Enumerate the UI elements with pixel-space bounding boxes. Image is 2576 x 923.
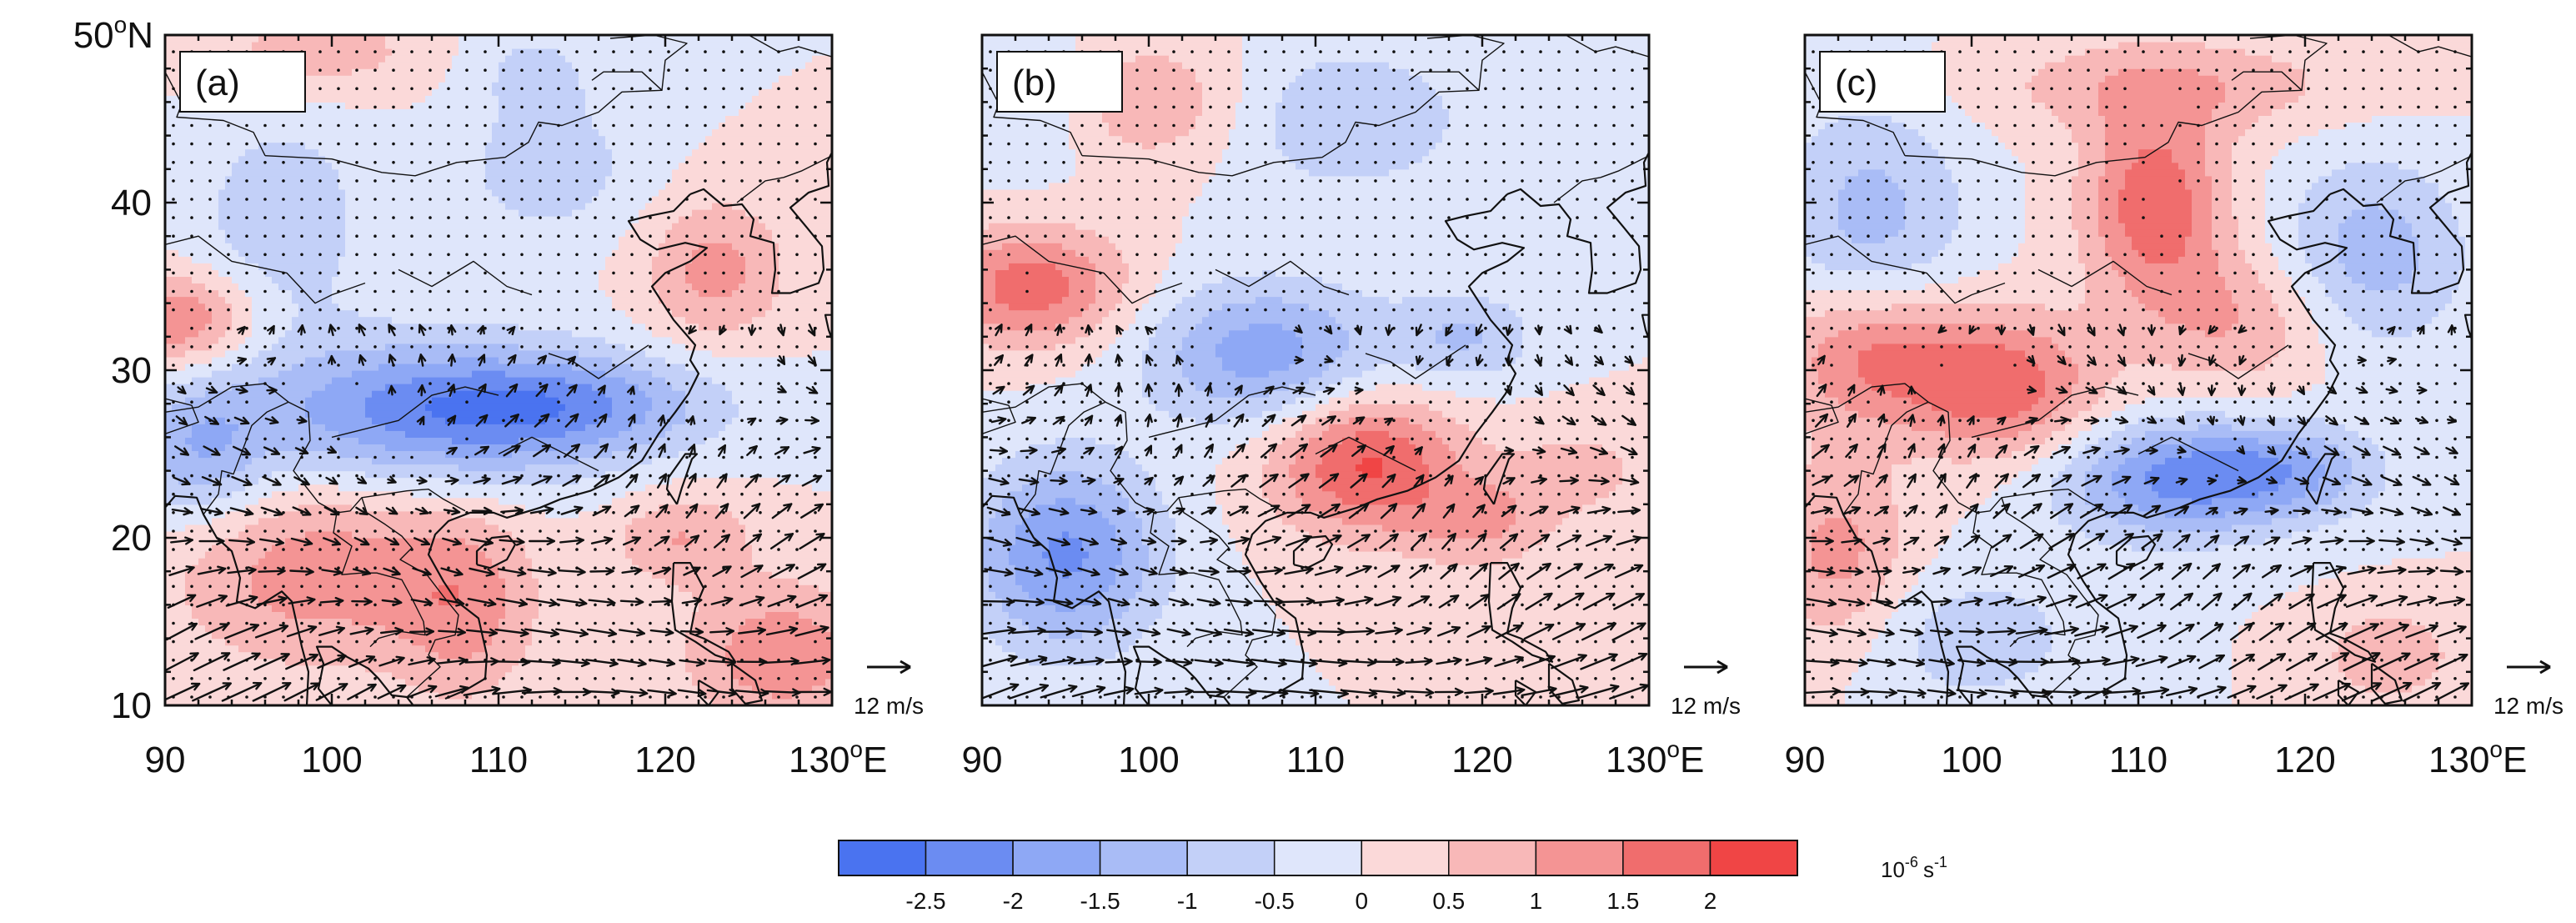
colorbar-tick-label: -2 — [1003, 888, 1024, 914]
x-tick-label: 90 — [145, 740, 186, 780]
colorbar-tick-label: 1.5 — [1606, 888, 1639, 914]
colorbar-swatch — [1273, 840, 1362, 876]
panel-label: (a) — [195, 63, 240, 103]
panel-label-box — [996, 51, 1123, 113]
wind-vectors — [1805, 324, 2470, 702]
colorbar-swatch — [1709, 840, 1798, 876]
x-tick-label-last: 130oE — [789, 736, 887, 780]
x-tick-label: 110 — [1286, 740, 1345, 780]
colorbar-tick-label: 1 — [1530, 888, 1543, 914]
colorbar-tick-label: 2 — [1704, 888, 1717, 914]
colorbar-swatch — [1186, 840, 1275, 876]
colorbar-units: 10-6 s-1 — [1881, 854, 1947, 882]
x-tick-label: 120 — [1451, 740, 1512, 780]
panel-label: (c) — [1835, 63, 1877, 103]
y-tick-label: 10 — [111, 685, 152, 726]
reference-vector: 12 m/s — [2493, 660, 2563, 719]
coastlines — [982, 35, 1649, 705]
map-panel-c: (c) 90 100 110 120 130oE 12 m/s — [1785, 33, 2563, 780]
significance-dots — [1812, 50, 2457, 699]
x-tick-label: 110 — [469, 740, 528, 780]
panel-label-box — [1819, 51, 1946, 113]
x-tick-label: 110 — [2109, 740, 2168, 780]
x-tick-label: 100 — [1118, 740, 1179, 780]
colorbar-swatch — [1099, 840, 1188, 876]
x-tick-label: 100 — [1941, 740, 2002, 780]
colorbar-swatch — [1622, 840, 1711, 876]
colorbar-tick-label: -2.5 — [905, 888, 945, 914]
map-panel-b: (b) 90 100 110 120 130oE 12 m/s — [962, 33, 1741, 780]
x-tick-label: 90 — [962, 740, 1003, 780]
y-tick-label-top: 50oN — [73, 12, 153, 56]
reference-vector-label: 12 m/s — [854, 693, 924, 719]
y-tick-label: 20 — [111, 518, 152, 559]
wind-vectors — [165, 324, 832, 702]
significance-dots — [989, 50, 1634, 699]
panel-label-box — [179, 51, 306, 113]
panel-label: (b) — [1012, 63, 1057, 103]
reference-vector: 12 m/s — [854, 660, 924, 719]
reference-vector-label: 12 m/s — [2493, 693, 2563, 719]
colorbar-swatch — [838, 840, 927, 876]
x-tick-label: 100 — [301, 740, 362, 780]
x-tick-label-last: 130oE — [1606, 736, 1704, 780]
colorbar-tick-label: -0.5 — [1255, 888, 1295, 914]
colorbar: -2.5 -2 -1.5 -1 -0.5 0 0.5 1 1.5 2 10-6 s-1 — [838, 840, 1947, 914]
x-tick-label: 90 — [1785, 740, 1826, 780]
colorbar-tick-label: -1.5 — [1080, 888, 1120, 914]
x-tick-label: 120 — [634, 740, 695, 780]
colorbar-swatch — [1535, 840, 1624, 876]
colorbar-tick-label: 0.5 — [1432, 888, 1465, 914]
field-shading — [165, 35, 832, 705]
reference-vector: 12 m/s — [1671, 660, 1741, 719]
x-tick-label-last: 130oE — [2428, 736, 2527, 780]
colorbar-tick-label: -1 — [1177, 888, 1198, 914]
y-tick-label: 40 — [111, 183, 152, 223]
reference-vector-label: 12 m/s — [1671, 693, 1741, 719]
x-tick-label: 120 — [2274, 740, 2335, 780]
map-panel-a: (a) 90 100 110 120 130oE 10 20 30 40 50oN 12 m/s — [73, 12, 924, 780]
colorbar-swatch — [1012, 840, 1101, 876]
y-tick-label: 30 — [111, 350, 152, 391]
field-shading — [982, 35, 1649, 705]
colorbar-swatch — [1448, 840, 1537, 876]
colorbar-tick-label: 0 — [1356, 888, 1369, 914]
coastlines — [165, 35, 832, 705]
colorbar-swatch — [1361, 840, 1450, 876]
wind-vectors — [982, 324, 1649, 700]
colorbar-swatch — [925, 840, 1014, 876]
